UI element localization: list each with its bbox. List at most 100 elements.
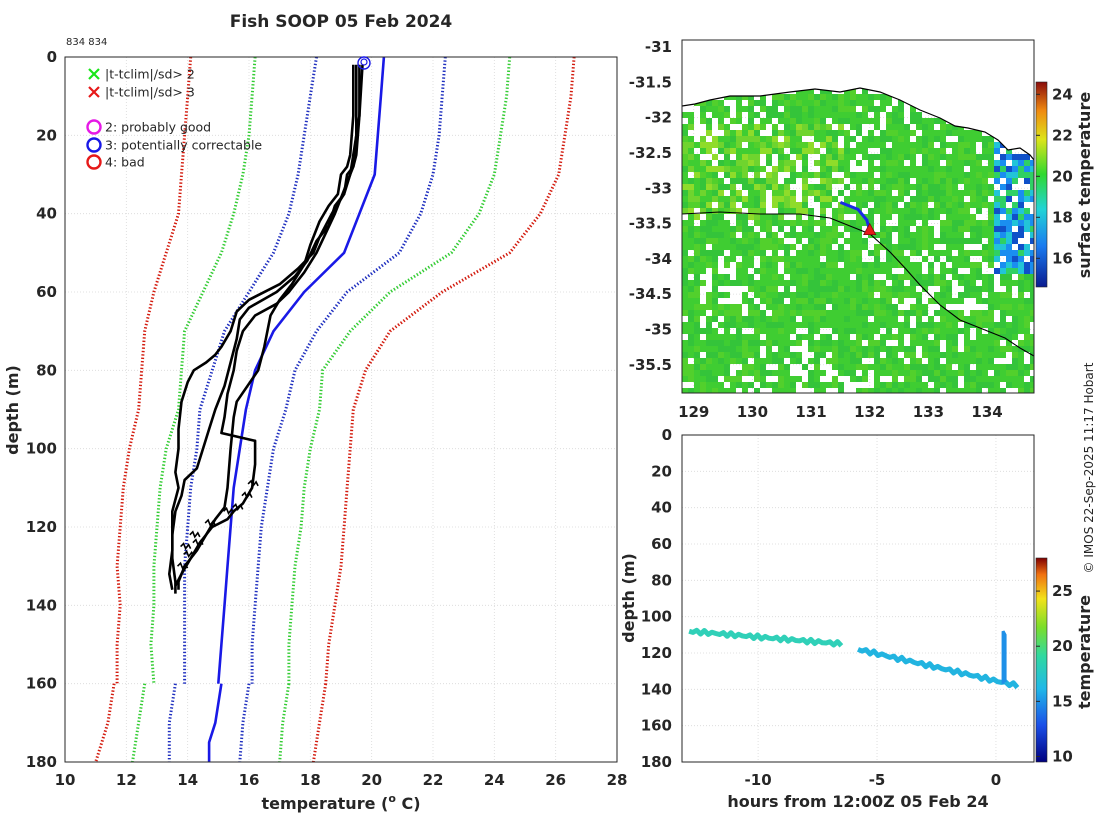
- sst-cell: [976, 268, 982, 274]
- sst-cell: [724, 142, 730, 148]
- sst-cell: [838, 322, 844, 328]
- sst-cell: [940, 232, 946, 238]
- sst-cell: [838, 118, 844, 124]
- sst-cell: [880, 220, 886, 226]
- sst-cell: [808, 244, 814, 250]
- sst-cell: [886, 262, 892, 268]
- sst-cell: [982, 274, 988, 280]
- sst-cell: [862, 142, 868, 148]
- sst-cell: [802, 106, 808, 112]
- td-ytick-label: 100: [641, 608, 672, 626]
- sst-cell: [958, 148, 964, 154]
- sst-cell: [1024, 220, 1030, 226]
- sst-cell: [892, 262, 898, 268]
- sst-cell: [874, 262, 880, 268]
- profile-frame: [64, 56, 618, 763]
- sst-cell: [802, 190, 808, 196]
- sst-cell: [910, 172, 916, 178]
- sst-cell: [1024, 388, 1030, 393]
- sst-cell: [988, 358, 994, 364]
- sst-cell: [778, 322, 784, 328]
- sst-cell: [712, 238, 718, 244]
- sst-cell: [958, 352, 964, 358]
- sst-cell: [802, 94, 808, 100]
- sst-cell: [724, 154, 730, 160]
- sst-cell: [1012, 358, 1018, 364]
- sst-cell: [1018, 160, 1024, 166]
- sst-cell: [964, 286, 970, 292]
- sst-cell: [892, 376, 898, 382]
- map-ytick-label: -34.5: [629, 285, 672, 303]
- sst-cell: [820, 340, 826, 346]
- sst-cell: [802, 304, 808, 310]
- sst-cell: [874, 124, 880, 130]
- sst-cell: [964, 274, 970, 280]
- sst-cell: [820, 262, 826, 268]
- sst-cell: [724, 226, 730, 232]
- sst-cell: [850, 238, 856, 244]
- sst-cell: [844, 148, 850, 154]
- sst-cell: [838, 292, 844, 298]
- sst-cell: [850, 352, 856, 358]
- sst-cell: [814, 286, 820, 292]
- sst-cell: [904, 148, 910, 154]
- profile-noise-mark: [222, 506, 235, 515]
- sst-cell: [964, 178, 970, 184]
- sst-cell: [892, 250, 898, 256]
- sst-cell: [880, 214, 886, 220]
- sst-cell: [916, 250, 922, 256]
- sst-cell: [766, 334, 772, 340]
- sst-cell: [892, 244, 898, 250]
- sst-cell: [1000, 352, 1006, 358]
- sst-cell: [976, 202, 982, 208]
- sst-cell: [712, 340, 718, 346]
- sst-cell: [982, 190, 988, 196]
- sst-cell: [748, 370, 754, 376]
- sst-cell: [760, 286, 766, 292]
- sst-cell: [814, 298, 820, 304]
- sst-cell: [712, 370, 718, 376]
- sst-cell: [1000, 232, 1006, 238]
- sst-cell: [826, 130, 832, 136]
- sst-cell: [784, 220, 790, 226]
- sst-cell: [1006, 214, 1012, 220]
- sst-cell: [790, 196, 796, 202]
- sst-cell: [784, 286, 790, 292]
- profile-xtick-label: 20: [361, 771, 382, 789]
- sst-cell: [898, 226, 904, 232]
- sst-cell: [706, 316, 712, 322]
- sst-cell: [718, 364, 724, 370]
- sst-cell: [928, 274, 934, 280]
- sst-cell: [1024, 274, 1030, 280]
- sst-cell: [808, 298, 814, 304]
- sst-cell: [1024, 166, 1030, 172]
- sst-cell: [790, 304, 796, 310]
- sst-cell: [814, 280, 820, 286]
- sst-cell: [946, 268, 952, 274]
- sst-cell: [736, 280, 742, 286]
- sst-cell: [1000, 268, 1006, 274]
- sst-cell: [940, 148, 946, 154]
- sst-cell: [982, 136, 988, 142]
- sst-cell: [772, 196, 778, 202]
- sst-cell: [826, 358, 832, 364]
- sst-cell: [898, 340, 904, 346]
- sst-cell: [934, 238, 940, 244]
- sst-cell: [850, 112, 856, 118]
- sst-cell: [1024, 208, 1030, 214]
- map-tick-labels: 129 130 131 132 133 134-31-31.5-32-32.5-33-33…: [629, 38, 1003, 421]
- sst-cell: [802, 178, 808, 184]
- sst-cell: [994, 166, 1000, 172]
- sst-cell: [754, 376, 760, 382]
- sst-cell: [886, 274, 892, 280]
- sst-cell: [730, 226, 736, 232]
- sst-cell: [754, 196, 760, 202]
- sst-cell: [946, 154, 952, 160]
- sst-cell: [898, 142, 904, 148]
- sst-cell: [1018, 214, 1024, 220]
- sst-cell: [814, 322, 820, 328]
- sst-cell: [754, 136, 760, 142]
- sst-cell: [718, 274, 724, 280]
- sst-cell: [772, 334, 778, 340]
- sst-cell: [682, 190, 688, 196]
